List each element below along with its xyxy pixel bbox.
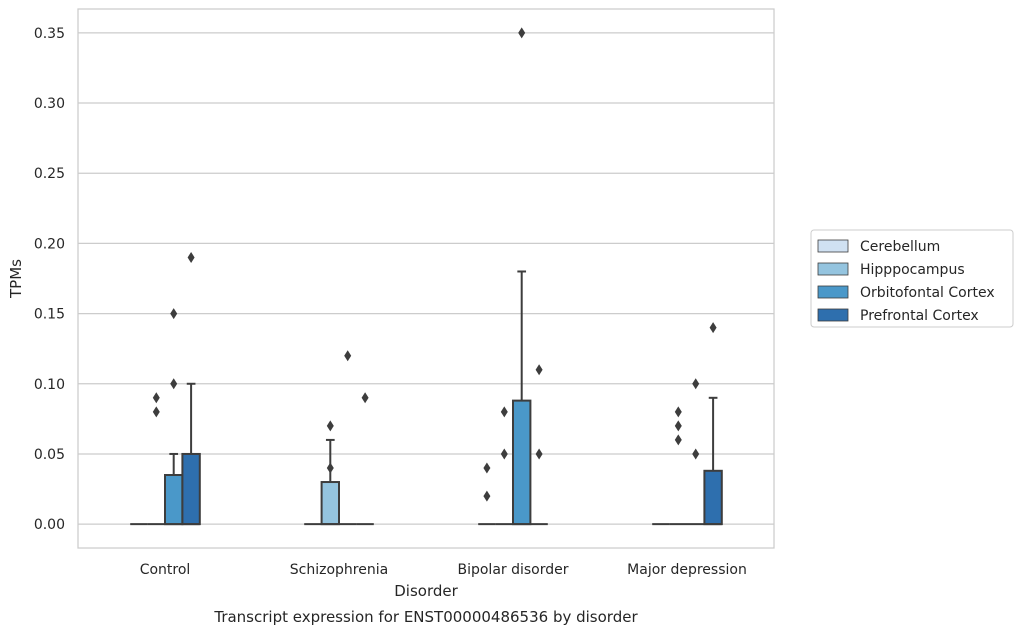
box-prefrontal-cortex-2 [530, 364, 548, 526]
x-tick-label: Bipolar disorder [457, 562, 568, 578]
outlier-point [535, 448, 543, 460]
outlier-point [361, 392, 369, 404]
box-body [164, 474, 184, 526]
x-tick-label: Schizophrenia [290, 562, 388, 578]
box-hipppocampus-3 [669, 406, 687, 526]
outlier-point [518, 27, 526, 39]
box-body [181, 452, 201, 526]
outlier-point [500, 406, 508, 418]
legend-swatch [817, 239, 849, 253]
legend-label: Cerebellum [860, 239, 940, 255]
y-tick-label: 0.05 [34, 447, 65, 463]
outlier-point [692, 378, 700, 390]
x-axis-ticks: Control Schizophrenia Bipolar disorder Majo… [140, 562, 747, 578]
box-series-group [130, 27, 723, 526]
outlier-point [170, 308, 178, 320]
y-axis-label: TPMs [7, 259, 25, 299]
legend-frame [810, 229, 1014, 328]
box-hipppocampus-1 [320, 420, 341, 526]
outlier-point [152, 392, 160, 404]
legend: Cerebellum Hipppocampus Orbitofontal Corte… [810, 229, 1014, 328]
outlier-point [500, 448, 508, 460]
plot-frame [77, 8, 775, 549]
box-orbitofontal-cortex-3 [687, 378, 705, 526]
box-prefrontal-cortex-1 [356, 392, 374, 526]
x-tick-label: Control [140, 562, 191, 578]
y-tick-label: 0.35 [34, 26, 65, 42]
outlier-point [326, 462, 334, 474]
box-body [320, 481, 341, 526]
y-tick-label: 0.20 [34, 236, 65, 252]
box-body [703, 469, 723, 526]
y-axis-ticks: 0.00 0.05 0.10 0.15 0.20 0.25 0.30 0.35 [34, 26, 65, 533]
y-tick-label: 0.10 [34, 377, 65, 393]
legend-label: Orbitofontal Cortex [860, 285, 995, 301]
x-axis-label: Disorder [394, 582, 458, 600]
outlier-point [674, 420, 682, 432]
outlier-point [170, 378, 178, 390]
outlier-point [152, 406, 160, 418]
outlier-point [187, 251, 195, 263]
y-tick-label: 0.00 [34, 517, 65, 533]
legend-swatch [817, 308, 849, 322]
box-prefrontal-cortex-3 [703, 322, 723, 526]
box-orbitofontal-cortex-2 [512, 27, 532, 526]
box-hipppocampus-2 [495, 406, 513, 526]
outlier-point [692, 448, 700, 460]
outlier-point [535, 364, 543, 376]
box-orbitofontal-cortex-1 [339, 350, 357, 526]
outlier-point [326, 420, 334, 432]
y-tick-label: 0.25 [34, 166, 65, 182]
box-cerebellum-2 [478, 462, 496, 526]
y-tick-label: 0.30 [34, 96, 65, 112]
x-tick-label: Major depression [627, 562, 747, 578]
legend-label: Prefrontal Cortex [860, 308, 979, 324]
outlier-point [344, 350, 352, 362]
outlier-point [483, 490, 491, 502]
legend-swatch [817, 262, 849, 276]
outlier-point [674, 434, 682, 446]
box-hipppocampus-0 [147, 392, 165, 526]
gridlines [78, 32, 774, 525]
outlier-point [709, 322, 717, 334]
box-orbitofontal-cortex-0 [164, 308, 184, 526]
legend-swatch [817, 285, 849, 299]
box-prefrontal-cortex-0 [181, 251, 201, 526]
box-body [512, 399, 532, 526]
y-tick-label: 0.15 [34, 307, 65, 323]
chart-caption: Transcript expression for ENST0000048653… [213, 608, 638, 626]
legend-label: Hipppocampus [860, 262, 965, 278]
outlier-point [483, 462, 491, 474]
outlier-point [674, 406, 682, 418]
